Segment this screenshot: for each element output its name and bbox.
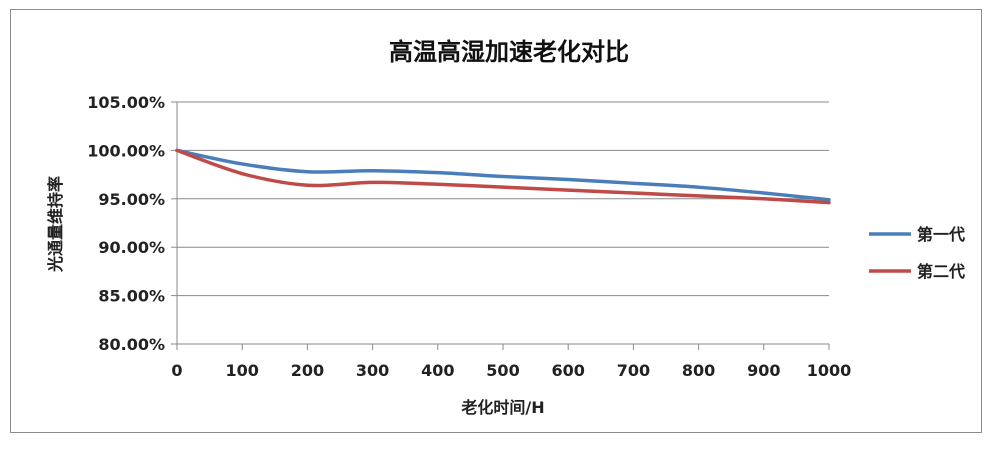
series-line-1 (175, 148, 831, 202)
gridlines (177, 101, 829, 297)
x-tick-label: 400 (421, 361, 454, 380)
chart-title: 高温高湿加速老化对比 (389, 38, 629, 66)
x-tick-label: 300 (356, 361, 389, 380)
series-line-2 (175, 148, 831, 205)
y-tick-label: 90.00% (98, 238, 165, 257)
x-tick-label: 0 (171, 361, 182, 380)
x-tick-label: 700 (617, 361, 650, 380)
y-tick-label: 85.00% (98, 287, 165, 306)
x-tick-label: 800 (682, 361, 715, 380)
chart-frame: 高温高湿加速老化对比 80.00% 85.00% 90.00% 95.00% 100.0… (10, 9, 982, 433)
y-tick-labels: 80.00% 85.00% 90.00% 95.00% 100.00% 105.00% (87, 93, 165, 354)
y-tick-label: 80.00% (98, 335, 165, 354)
axes (171, 101, 830, 350)
x-tick-label: 100 (225, 361, 258, 380)
x-tick-labels: 0 100 200 300 400 500 600 700 800 900 1000 (171, 361, 851, 380)
series-lines (175, 148, 831, 205)
x-tick-label: 600 (551, 361, 584, 380)
x-tick-label: 1000 (807, 361, 852, 380)
x-tick-label: 900 (747, 361, 780, 380)
x-tick-label: 500 (486, 361, 519, 380)
y-tick-label: 95.00% (98, 190, 165, 209)
line-chart: 高温高湿加速老化对比 80.00% 85.00% 90.00% 95.00% 100.0… (46, 38, 965, 417)
y-axis-label: 光通量维持率 (46, 176, 65, 273)
y-tick-label: 105.00% (87, 93, 165, 112)
legend-label: 第二代 (917, 262, 965, 281)
x-axis-label: 老化时间/H (460, 398, 544, 417)
legend-label: 第一代 (917, 225, 965, 244)
y-tick-label: 100.00% (87, 141, 165, 160)
x-tick-label: 200 (291, 361, 324, 380)
